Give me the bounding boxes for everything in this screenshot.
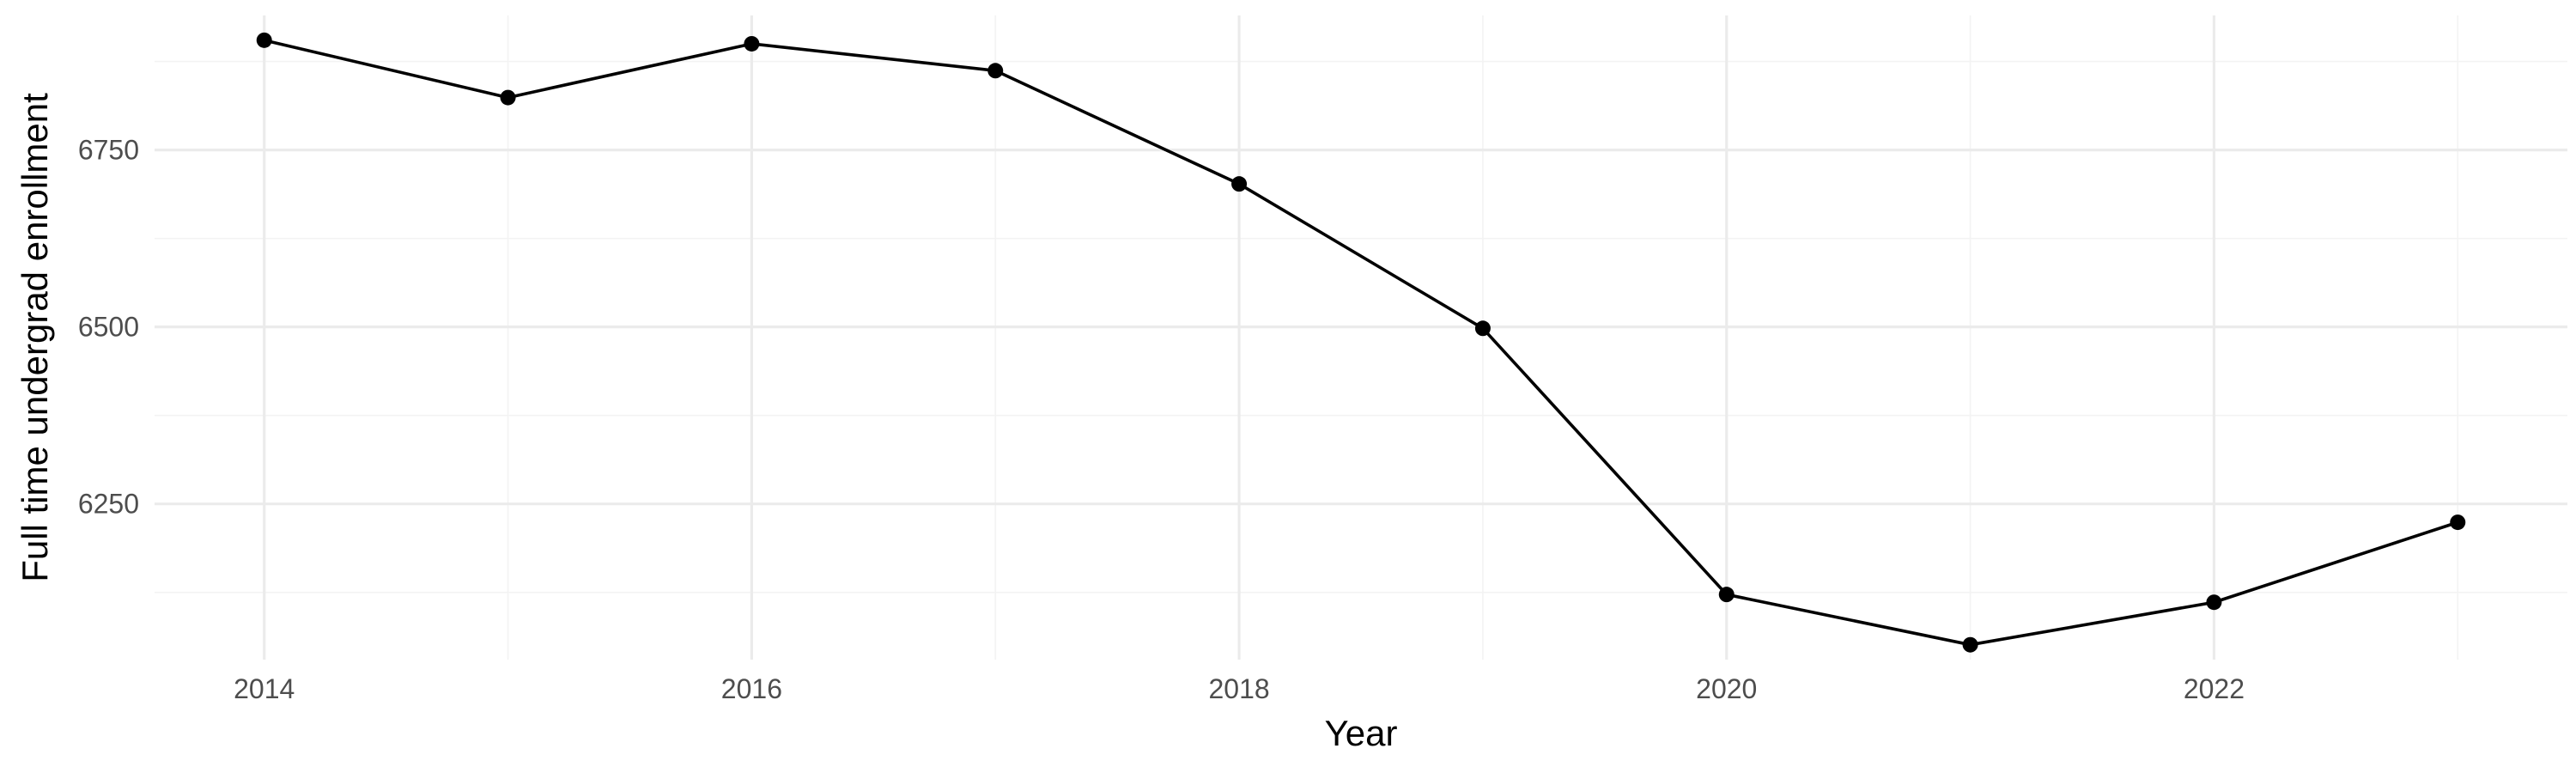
data-point: [1474, 320, 1491, 337]
data-point: [500, 89, 516, 106]
y-tick-label: 6250: [78, 489, 139, 520]
y-tick-label: 6500: [78, 312, 139, 343]
series-layer: [256, 32, 2466, 653]
data-point: [1962, 636, 1978, 653]
major-gridlines: [155, 15, 2567, 660]
x-tick-label: 2020: [1696, 673, 1757, 704]
data-point: [744, 35, 760, 52]
x-tick-label: 2016: [721, 673, 782, 704]
data-point: [2206, 594, 2222, 611]
data-point: [1718, 587, 1735, 603]
data-point: [2450, 514, 2466, 531]
data-point: [256, 32, 272, 48]
minor-gridlines: [155, 15, 2567, 660]
series-line: [264, 39, 2458, 647]
y-axis-ticks: 6250 6500 6750: [78, 135, 139, 520]
x-axis-title: Year: [1325, 713, 1398, 753]
x-tick-label: 2014: [234, 673, 295, 704]
x-tick-label: 2018: [1208, 673, 1269, 704]
x-axis-ticks: 2014 2016 2018 2020 2022: [234, 673, 2245, 704]
y-axis-title: Full time undergrad enrollment: [15, 93, 55, 582]
data-point: [987, 63, 1004, 79]
y-tick-label: 6750: [78, 135, 139, 166]
data-point: [1231, 176, 1248, 192]
x-tick-label: 2022: [2184, 673, 2245, 704]
